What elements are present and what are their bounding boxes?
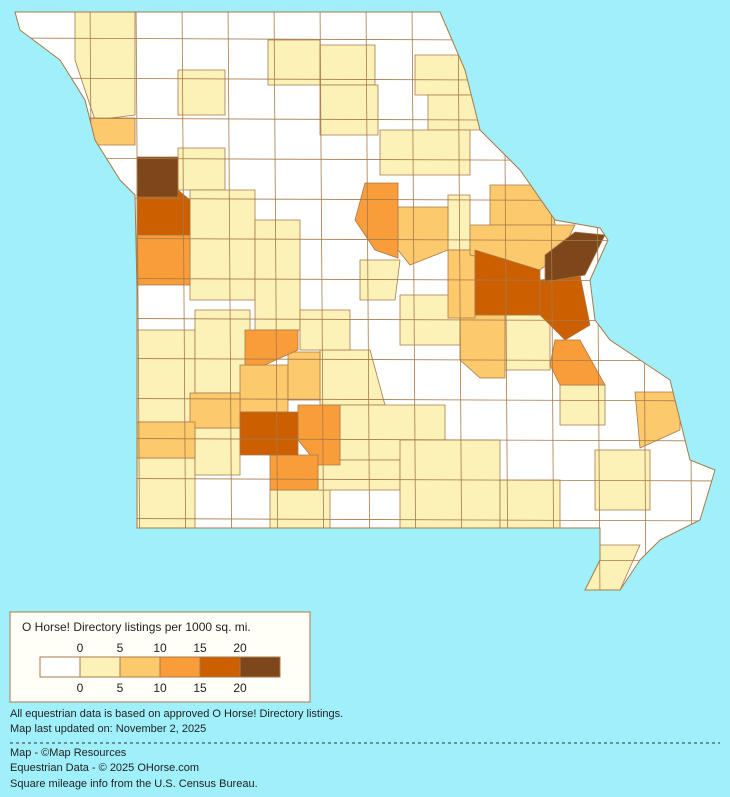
county-border [273,12,279,590]
legend-swatch [239,656,281,678]
county [136,421,196,459]
county [267,39,321,86]
county [319,84,379,136]
counties [0,12,730,601]
county [239,364,289,413]
legend-swatch [199,656,241,678]
legend-label: 10 [153,681,167,695]
county [269,489,331,529]
county [544,231,606,283]
legend-swatch [159,656,201,678]
credit: Square mileage info from the U.S. Census… [10,778,258,790]
state-outline [14,11,716,591]
legend-label: 5 [117,681,124,695]
county [136,329,196,423]
legend-label: 0 [77,681,84,695]
legend-swatch [119,656,161,678]
legend-label: 20 [233,641,247,655]
legend-label: 15 [193,681,207,695]
county [136,457,196,529]
county [189,189,256,301]
legend-swatch [39,656,81,678]
credit: Equestrian Data - © 2025 OHorse.com [10,762,199,774]
county [489,184,556,226]
county [189,392,241,429]
county [594,449,651,511]
legend-label: 20 [233,681,247,695]
county-border [227,12,233,590]
county [287,351,321,401]
county-border [135,12,141,590]
county [359,259,401,301]
legend-label: 15 [193,641,207,655]
county [136,156,179,198]
county [499,479,561,529]
county-border [181,12,187,590]
county-border [0,598,730,601]
county [254,219,301,331]
county [269,454,319,491]
county-border [457,12,463,590]
legend: 0 5 10 15 20 0 5 10 15 20 [39,641,281,695]
legend-label: 5 [117,641,124,655]
county [177,147,226,191]
legend-title: O Horse! Directory listings per 1000 sq.… [22,620,251,634]
county [74,12,136,121]
county [549,339,606,386]
county-border [365,12,371,590]
county [504,314,551,371]
credit: Map - ©Map Resources [10,747,127,759]
note: Map last updated on: November 2, 2025 [10,723,206,735]
county [447,249,476,319]
county-border [411,12,417,590]
county [239,411,299,456]
county-border [319,12,325,590]
county [634,391,681,449]
note: All equestrian data is based on approved… [10,708,343,720]
legend-swatch [79,656,121,678]
county [299,309,351,351]
county [194,427,241,476]
county [177,69,226,116]
legend-label: 0 [77,641,84,655]
county [379,129,471,176]
legend-label: 10 [153,641,167,655]
county [136,234,191,286]
